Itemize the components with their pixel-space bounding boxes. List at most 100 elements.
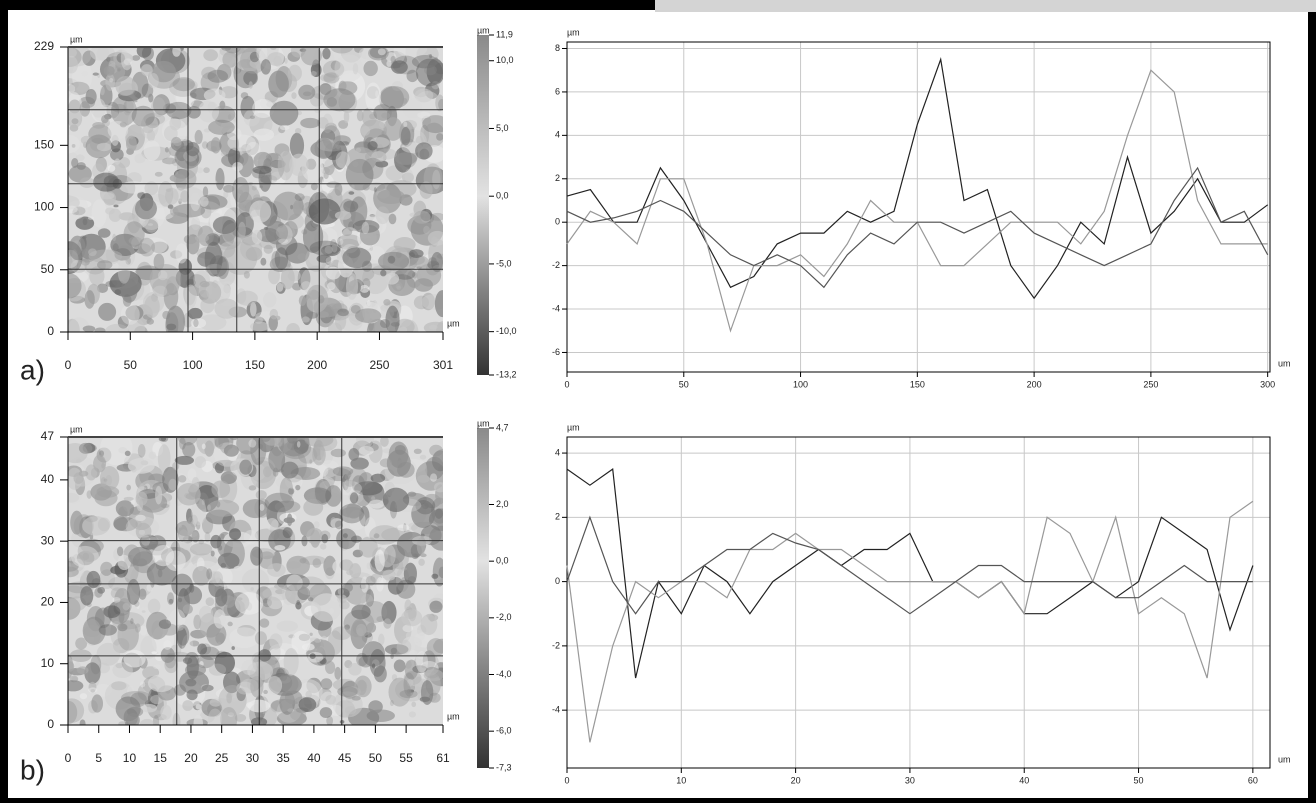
texture-blob <box>227 147 241 166</box>
texture-blob <box>354 481 383 496</box>
texture-blob <box>114 587 131 614</box>
texture-blob <box>92 122 105 129</box>
x-tick-label: 45 <box>338 751 352 765</box>
texture-blob <box>396 579 416 599</box>
texture-blob <box>238 191 253 218</box>
texture-blob <box>296 441 301 448</box>
texture-blob <box>179 670 209 695</box>
texture-blob <box>254 498 271 518</box>
texture-blob <box>128 236 142 245</box>
texture-blob <box>421 292 436 311</box>
texture-blob <box>230 183 247 213</box>
colorbar-tick-label: -2,0 <box>496 612 512 622</box>
texture-blob <box>150 241 169 254</box>
texture-blob <box>366 562 372 570</box>
colorbar-tick-label: 11,9 <box>496 29 513 39</box>
texture-blob <box>269 100 299 126</box>
texture-blob <box>182 700 194 711</box>
texture-blob <box>337 308 349 317</box>
texture-blob <box>174 455 194 465</box>
texture-blob <box>82 516 110 536</box>
texture-blob <box>313 521 320 528</box>
texture-blob <box>157 569 163 578</box>
texture-blob <box>123 496 134 501</box>
texture-blob <box>406 69 419 83</box>
texture-blob <box>429 54 433 59</box>
texture-blob <box>130 618 134 625</box>
texture-blob <box>196 557 205 572</box>
texture-blob <box>402 624 414 633</box>
texture-blob <box>405 660 412 669</box>
y-tick-label: 2 <box>555 512 560 522</box>
texture-blob <box>351 184 355 190</box>
texture-blob <box>433 57 439 65</box>
texture-blob <box>388 677 411 707</box>
texture-blob <box>428 257 437 265</box>
texture-blob <box>90 688 95 693</box>
y-tick-label: -4 <box>552 303 560 313</box>
texture-blob <box>395 283 401 289</box>
texture-blob <box>71 144 76 148</box>
texture-blob <box>69 235 86 261</box>
texture-blob <box>138 529 146 535</box>
texture-blob <box>145 116 160 129</box>
texture-blob <box>112 243 119 252</box>
texture-blob <box>169 207 179 216</box>
texture-blob <box>292 200 302 217</box>
texture-blob <box>131 55 141 61</box>
texture-blob <box>358 472 374 490</box>
texture-blob <box>210 534 222 549</box>
texture-blob <box>325 660 336 675</box>
texture-blob <box>264 492 295 513</box>
texture-blob <box>360 594 374 608</box>
texture-blob <box>249 200 272 223</box>
texture-blob <box>255 490 267 500</box>
texture-blob <box>190 192 201 212</box>
texture-blob <box>187 531 198 538</box>
y-tick-label: 10 <box>41 656 55 670</box>
y-tick-label: 20 <box>41 595 55 609</box>
texture-blob <box>305 246 328 272</box>
texture-blob <box>286 555 310 576</box>
texture-blob <box>403 121 408 127</box>
texture-blob <box>68 700 78 725</box>
texture-blob <box>143 112 166 126</box>
x-tick-label: 200 <box>307 358 327 372</box>
texture-blob <box>380 86 410 109</box>
texture-blob <box>334 211 352 220</box>
texture-blob <box>303 498 324 516</box>
texture-blob <box>118 506 128 519</box>
texture-blob <box>411 500 436 529</box>
x-tick-label: 55 <box>399 751 413 765</box>
texture-blob <box>414 278 433 292</box>
texture-blob <box>208 708 223 725</box>
texture-blob <box>148 93 154 103</box>
texture-blob <box>135 514 146 522</box>
texture-blob <box>344 479 352 493</box>
y-axis-label: µm <box>70 424 83 434</box>
texture-blob <box>99 466 120 491</box>
texture-blob <box>331 243 338 253</box>
texture-blob <box>248 81 253 89</box>
texture-blob <box>378 633 385 646</box>
texture-blob <box>152 285 168 297</box>
texture-blob <box>390 55 396 63</box>
texture-blob <box>176 627 188 649</box>
texture-blob <box>409 249 424 258</box>
texture-blob <box>147 223 154 226</box>
texture-blob <box>415 58 443 87</box>
texture-blob <box>189 640 200 647</box>
texture-blob <box>262 586 292 601</box>
texture-blob <box>422 115 443 134</box>
texture-blob <box>82 325 96 332</box>
texture-blob <box>117 554 131 571</box>
texture-blob <box>160 437 169 443</box>
texture-blob <box>415 651 428 673</box>
texture-blob <box>417 111 431 119</box>
texture-blob <box>358 655 373 668</box>
texture-blob <box>298 295 307 306</box>
texture-blob <box>413 448 422 454</box>
texture-blob <box>241 660 257 676</box>
texture-blob <box>70 510 84 535</box>
colorbar-tick-label: 5,0 <box>496 123 509 133</box>
